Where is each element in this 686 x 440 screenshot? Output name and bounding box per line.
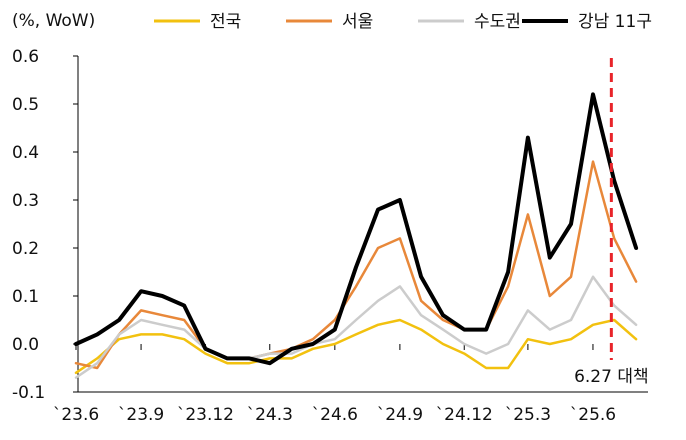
x-tick-label: `23.12 [177,405,234,425]
policy-marker-label: 6.27 대책 [574,367,649,387]
series-line-0 [74,318,638,375]
y-tick-label: -0.1 [12,383,45,403]
legend-label-1: 서울 [342,12,373,32]
legend: 전국 서울 수도권 강남 11구 [154,12,652,32]
x-tick-label: `24.12 [436,405,493,425]
y-tick-label: 0.1 [12,287,39,307]
legend-label-2: 수도권 [474,12,521,32]
annotation-layer: 6.27 대책 [574,58,649,387]
y-tick-label: 0.2 [12,239,39,259]
x-tick-label: `23.6 [53,405,99,425]
x-tick-label: `23.9 [118,405,164,425]
y-axis: -0.1 0.0 0.1 0.2 0.3 0.4 0.5 0.6 [12,47,79,403]
y-tick-label: 0.5 [12,95,39,115]
x-tick-label: `25.3 [505,405,551,425]
x-tick-label: `25.6 [570,405,616,425]
legend-label-0: 전국 [210,12,241,32]
x-tick-label: `24.6 [312,405,358,425]
series-line-3 [74,92,639,366]
y-tick-label: 0.4 [12,143,39,163]
x-tick-label: `24.3 [247,405,293,425]
series-line-2 [74,275,638,379]
legend-label-3: 강남 11구 [578,12,652,32]
y-tick-label: 0.0 [12,335,39,355]
series-layer [74,92,639,379]
y-axis-unit-label: (%, WoW) [12,11,95,31]
x-tick-label: `24.9 [377,405,423,425]
x-axis: `23.6 `23.9 `23.12 `24.3 `24.6 `24.9 `24.12 `25… [53,344,648,425]
y-tick-label: 0.6 [12,47,39,67]
y-tick-label: 0.3 [12,191,39,211]
series-line-1 [74,160,638,370]
